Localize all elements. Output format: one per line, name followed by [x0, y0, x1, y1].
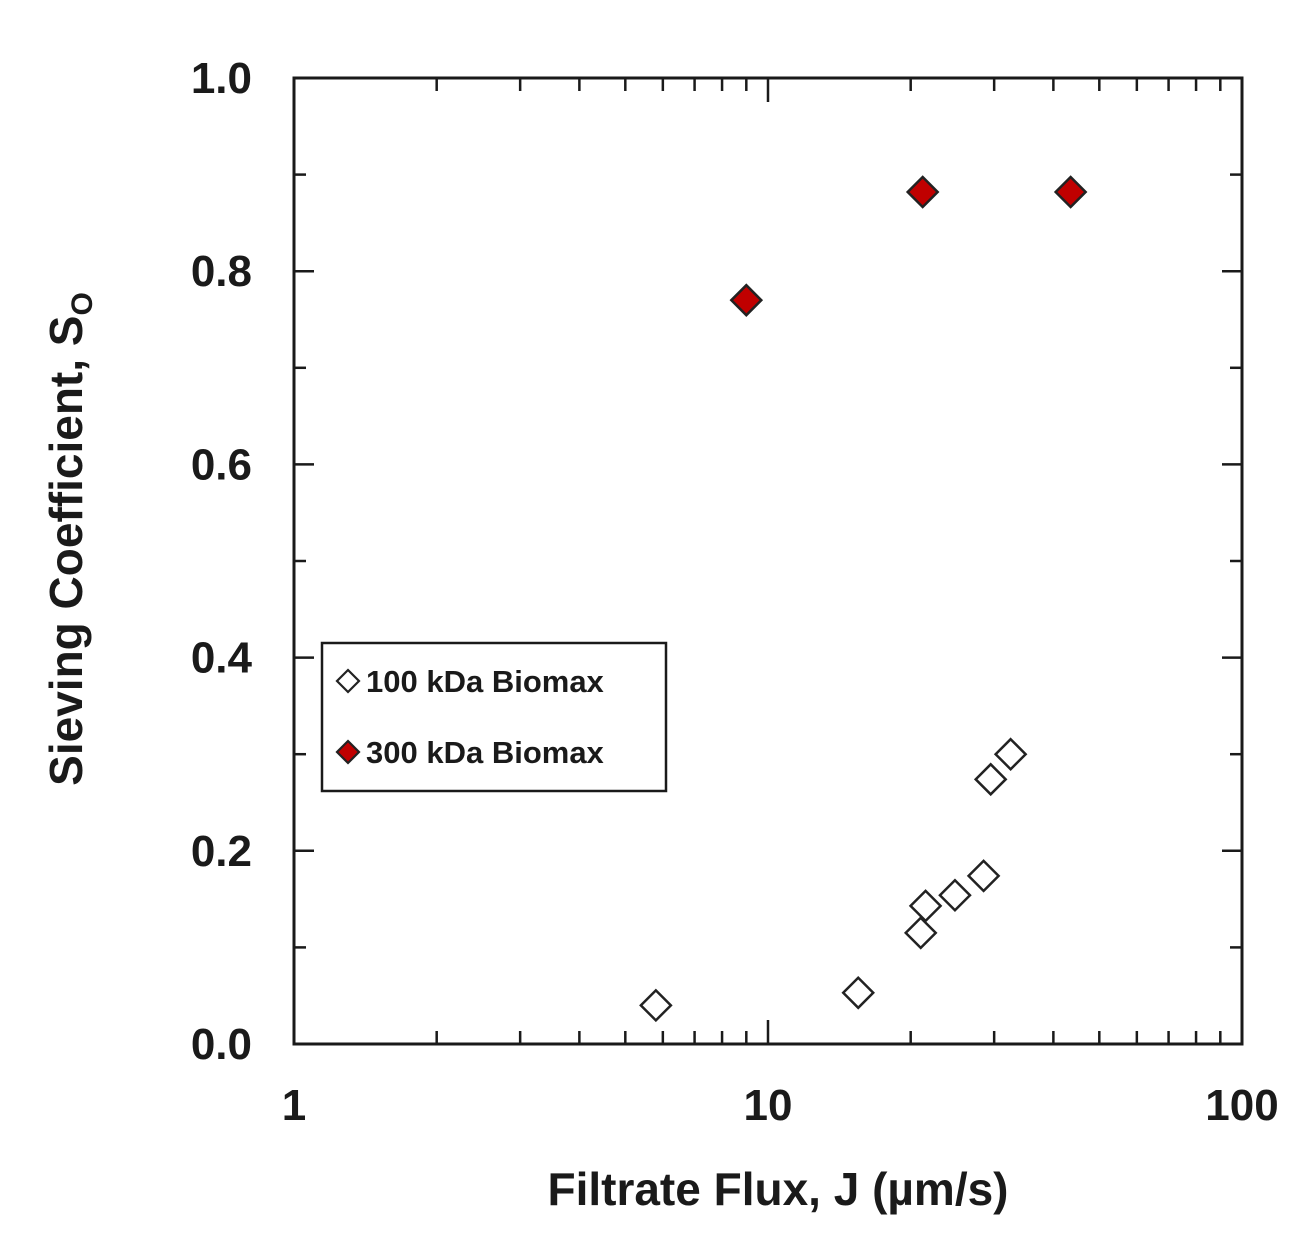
marker-100kda	[908, 889, 943, 923]
marker-100kda	[973, 762, 1008, 797]
x-tick-label: 1	[282, 1081, 306, 1130]
y-tick-label: 0.0	[191, 1020, 252, 1069]
legend-label: 100 kDa Biomax	[366, 664, 605, 699]
y-tick-label: 0.4	[191, 634, 253, 683]
marker-100kda	[966, 859, 1001, 893]
x-tick-label: 10	[744, 1081, 793, 1130]
x-tick-labels: 1 10 100	[282, 1081, 1279, 1130]
legend-marker	[335, 668, 361, 694]
x-tick-label: 100	[1205, 1081, 1278, 1130]
y-axis-title-main: Sieving Coefficient, S	[40, 316, 92, 786]
marker-100kda	[993, 737, 1028, 771]
marker-100kda	[841, 976, 875, 1010]
marker-100kda	[903, 916, 938, 950]
marker-300kda	[905, 175, 940, 209]
y-axis-title-subscript: O	[66, 292, 99, 315]
marker-100kda	[639, 988, 673, 1023]
y-tick-label: 0.6	[191, 440, 252, 489]
marker-300kda	[1053, 175, 1088, 209]
y-tick-labels: 0.0 0.2 0.4 0.6 0.8 1.0	[191, 54, 253, 1069]
data-markers	[639, 175, 1088, 1023]
plot-area	[292, 76, 1244, 1046]
axis-ticks	[294, 78, 1242, 1044]
y-tick-label: 0.8	[191, 247, 252, 296]
legend-box	[320, 641, 668, 793]
marker-300kda	[729, 283, 764, 317]
y-tick-label: 1.0	[191, 54, 252, 103]
x-axis-title: Filtrate Flux, J (µm/s)	[547, 1163, 1008, 1215]
legend: 100 kDa Biomax 300 kDa Biomax	[320, 641, 668, 793]
y-axis-title: Sieving Coefficient, SO	[40, 292, 99, 786]
legend-marker	[335, 739, 361, 765]
marker-100kda	[938, 878, 972, 913]
y-tick-label: 0.2	[191, 827, 252, 876]
legend-label: 300 kDa Biomax	[366, 735, 605, 770]
